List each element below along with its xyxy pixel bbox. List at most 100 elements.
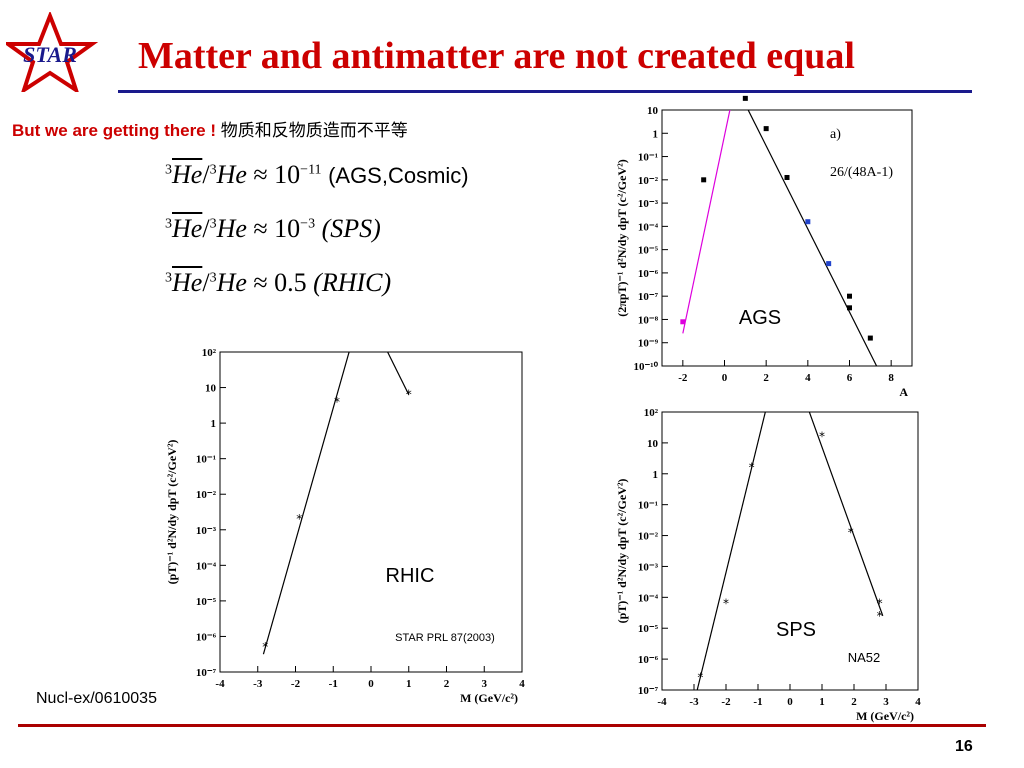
x-tick-label: -3 [253, 678, 263, 690]
data-point [867, 335, 873, 341]
x-tick-label: 0 [368, 678, 374, 690]
plot-frame [661, 411, 919, 691]
x-tick-label: 0 [722, 372, 728, 384]
data-point: * [334, 395, 340, 409]
subtitle: But we are getting there ! 物质和反物质造而不平等 [12, 116, 408, 141]
y-tick-label: 10⁻¹⁰ [633, 361, 658, 373]
y-axis-title: (pT)⁻¹ d²N/dy dpT (c²/GeV²) [165, 440, 179, 585]
x-tick-label: 2 [444, 678, 450, 690]
plot-frame [661, 109, 913, 367]
x-tick-label: 4 [805, 372, 811, 384]
y-tick-label: 10⁻⁵ [196, 596, 217, 608]
y-tick-label: 10⁻¹ [196, 454, 216, 466]
chart-ags: -2 0 2 4 6 8 10 1 10⁻¹ 10⁻² 10⁻³ 10⁻⁴ 10⁻⁵ 10⁻⁶ 10⁻⁷ 10… [612, 95, 930, 402]
equation-ags: 3He/3He ≈ 10−11 (AGS,Cosmic) [165, 160, 469, 189]
x-tick-label: 1 [406, 678, 412, 690]
y-tick-label: 10⁻⁸ [638, 314, 659, 326]
chart-label-sps: SPS [776, 619, 816, 641]
y-tick-label: 10 [647, 438, 659, 450]
x-tick-label: 2 [763, 372, 769, 384]
x-axis-title: M (GeV/c²) [856, 709, 914, 723]
subtitle-cn: 物质和反物质造而不平等 [220, 121, 408, 141]
data-point: * [819, 430, 825, 444]
y-tick-label: 1 [211, 418, 217, 430]
data-point [763, 126, 769, 132]
y-tick-label: 10⁻⁹ [638, 338, 659, 350]
footer-divider [18, 724, 986, 727]
fit-note: 26/(48A-1) [830, 165, 893, 180]
chart-reference: STAR PRL 87(2003) [395, 632, 495, 644]
x-tick-label: -1 [329, 678, 338, 690]
fit-line [682, 110, 731, 334]
data-point [784, 174, 790, 180]
x-tick-label: 1 [819, 696, 825, 708]
chart-label-ags: AGS [739, 307, 781, 329]
y-tick-label: 10⁻⁶ [638, 268, 659, 280]
y-axis-title: (2πpT)⁻¹ d²N/dy dpT (c²/GeV²) [615, 159, 629, 316]
data-point: * [406, 388, 412, 402]
y-tick-label: 10⁻⁴ [638, 592, 659, 604]
y-tick-label: 10⁻⁴ [196, 560, 217, 572]
y-tick-label: 10² [644, 407, 659, 419]
y-tick-label: 10⁻³ [638, 561, 659, 573]
y-tick-label: 10² [202, 347, 217, 359]
y-tick-label: 10⁻⁶ [196, 631, 217, 643]
x-tick-label: 4 [915, 696, 921, 708]
x-tick-label: -4 [215, 678, 225, 690]
page-title: Matter and antimatter are not created eq… [138, 35, 855, 77]
data-point [805, 219, 811, 225]
star-icon [1, 10, 99, 95]
y-tick-label: 10⁻¹ [638, 152, 658, 164]
panel-tag: a) [830, 127, 841, 142]
title-divider [118, 90, 972, 93]
x-tick-label: -4 [657, 696, 667, 708]
x-tick-label: 2 [851, 696, 857, 708]
x-axis-title: A [899, 385, 908, 399]
x-tick-label: 0 [787, 696, 793, 708]
y-tick-label: 10⁻⁵ [638, 623, 659, 635]
y-tick-label: 1 [653, 128, 659, 140]
chart-rhic: -4 -3 -2 -1 0 1 2 3 4 10² 10 1 10⁻¹ 10⁻² 10⁻³ 10⁻⁴ 10⁻⁵ 1… [160, 330, 620, 720]
fit-line [747, 110, 878, 366]
x-tick-label: -2 [721, 696, 731, 708]
data-point [847, 305, 852, 311]
x-tick-label: 8 [888, 372, 894, 384]
x-tick-label: -2 [291, 678, 301, 690]
y-tick-label: 10⁻⁴ [638, 221, 659, 233]
x-tick-label: 6 [847, 372, 853, 384]
y-tick-label: 10⁻⁷ [638, 291, 659, 303]
x-tick-label: -3 [689, 696, 699, 708]
y-tick-label: 10⁻⁶ [638, 654, 659, 666]
page-number: 16 [955, 738, 973, 755]
x-tick-label: -2 [678, 372, 688, 384]
equation-rhic: 3He/3He ≈ 0.5 (RHIC) [165, 268, 392, 297]
data-point [826, 261, 832, 267]
plot-frame [219, 351, 523, 673]
data-point: * [877, 597, 883, 611]
star-logo: STAR [1, 10, 116, 95]
data-point [680, 319, 686, 325]
fit-line [386, 352, 410, 395]
data-point: * [723, 597, 729, 611]
y-tick-label: 10⁻¹ [638, 500, 658, 512]
y-tick-label: 10⁻² [638, 175, 659, 187]
x-tick-label: 4 [519, 678, 525, 690]
data-point [701, 177, 707, 183]
x-tick-label: 3 [482, 678, 488, 690]
fit-line [808, 412, 884, 617]
y-tick-label: 10⁻⁵ [638, 245, 659, 257]
x-axis-title: M (GeV/c²) [460, 691, 518, 705]
y-tick-label: 10⁻² [196, 489, 217, 501]
data-point [847, 293, 852, 299]
chart-label-rhic: RHIC [386, 565, 435, 587]
data-point: * [848, 525, 854, 539]
y-tick-label: 10 [205, 383, 217, 395]
fit-line [262, 352, 350, 655]
y-tick-label: 10⁻⁷ [638, 685, 659, 697]
chart-sps: -4 -3 -2 -1 0 1 2 3 4 10² 10 1 10⁻¹ 10⁻² 10⁻³ 10⁻⁴ 10⁻⁵ 1… [612, 402, 930, 724]
data-point: * [262, 640, 268, 654]
equation-sps: 3He/3He ≈ 10−3 (SPS) [165, 214, 381, 243]
y-tick-label: 10⁻² [638, 531, 659, 543]
data-point [742, 95, 748, 101]
x-tick-label: 3 [883, 696, 889, 708]
